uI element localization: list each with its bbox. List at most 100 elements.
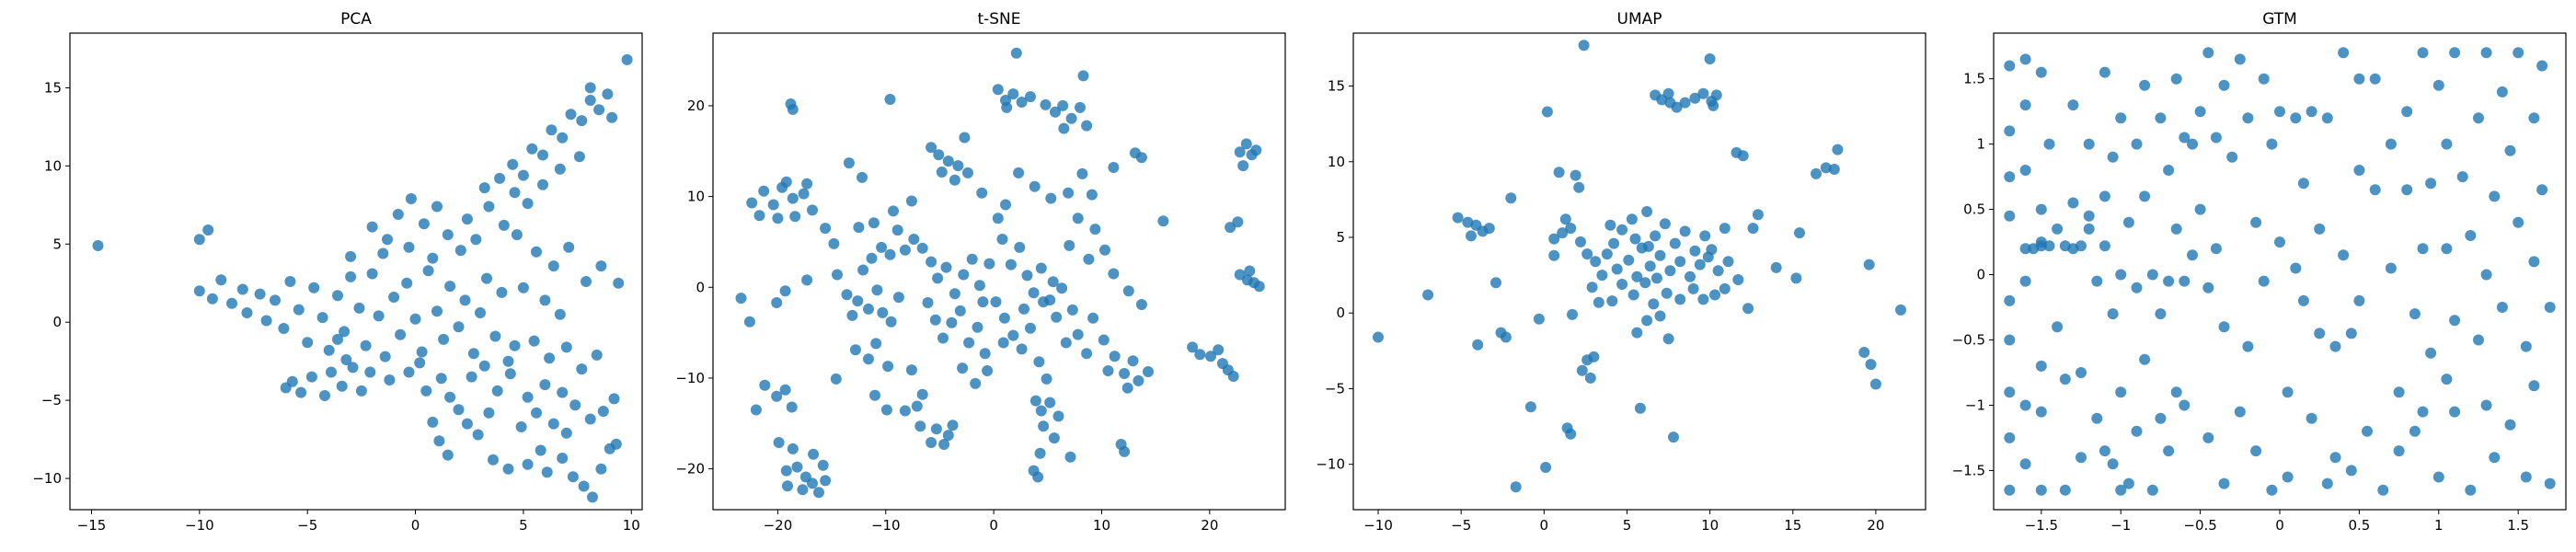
scatter-point — [388, 292, 400, 303]
scatter-point — [1648, 298, 1660, 310]
scatter-point — [384, 374, 396, 385]
scatter-point — [2266, 484, 2278, 496]
y-tick-label: −5 — [1325, 380, 1345, 397]
scatter-point — [1099, 244, 1110, 256]
scatter-point — [2489, 452, 2501, 464]
scatter-point — [2099, 66, 2110, 78]
scatter-point — [355, 385, 367, 397]
scatter-point — [1606, 295, 1618, 307]
scatter-point — [509, 339, 521, 351]
scatter-point — [2345, 465, 2357, 477]
scatter-point — [332, 290, 343, 302]
scatter-point — [884, 94, 896, 105]
scatter-point — [1066, 304, 1078, 316]
y-tick-label: 15 — [1328, 78, 1345, 95]
scatter-point — [305, 371, 317, 383]
scatter-point — [2329, 340, 2341, 352]
scatter-point — [1250, 144, 1262, 156]
scatter-point — [846, 309, 858, 321]
scatter-point — [1820, 162, 1832, 174]
y-tick-label: 5 — [1336, 229, 1345, 246]
scatter-point — [621, 53, 633, 65]
scatter-point — [2513, 216, 2524, 228]
scatter-point — [226, 297, 237, 309]
scatter-point — [992, 213, 1004, 224]
scatter-point — [280, 382, 292, 394]
scatter-point — [2083, 210, 2095, 222]
scatter-point — [2329, 452, 2341, 464]
x-tick-label: 0.5 — [2348, 517, 2370, 534]
scatter-point — [2099, 240, 2110, 252]
scatter-point — [2139, 79, 2151, 91]
scatter-point — [791, 461, 803, 473]
scatter-point — [801, 178, 813, 190]
scatter-point — [1089, 224, 1101, 236]
scatter-point — [958, 269, 970, 281]
scatter-point — [1573, 181, 1585, 193]
scatter-point — [787, 443, 799, 454]
scatter-point — [996, 234, 1008, 245]
scatter-point — [2210, 243, 2222, 255]
scatter-point — [758, 185, 770, 197]
scatter-point — [1712, 265, 1724, 277]
scatter-point — [1722, 256, 1734, 268]
scatter-point — [2131, 425, 2143, 437]
scatter-point — [2449, 406, 2461, 418]
scatter-point — [427, 416, 439, 428]
scatter-point — [1661, 287, 1673, 299]
scatter-point — [2146, 269, 2158, 281]
scatter-point — [323, 344, 335, 356]
scatter-point — [2004, 386, 2016, 398]
scatter-point — [1143, 366, 1154, 377]
scatter-point — [1719, 282, 1731, 294]
scatter-point — [2544, 477, 2556, 489]
scatter-point — [1065, 112, 1077, 124]
scatter-point — [498, 219, 510, 231]
scatter-point — [789, 211, 801, 223]
y-tick-label: −5 — [41, 392, 62, 408]
scatter-point — [427, 252, 439, 264]
scatter-point — [983, 258, 995, 270]
scatter-point — [1770, 261, 1782, 273]
scatter-point — [453, 321, 465, 333]
scatter-point — [1641, 206, 1653, 217]
scatter-point — [504, 368, 516, 380]
scatter-point — [2409, 425, 2421, 437]
scatter-point — [929, 314, 941, 326]
scatter-point — [379, 351, 391, 362]
scatter-point — [1086, 189, 1098, 201]
scatter-point — [1072, 213, 1084, 224]
scatter-point — [1051, 311, 1063, 323]
scatter-point — [1373, 331, 1384, 343]
scatter-point — [888, 205, 899, 217]
y-tick-label: −0.5 — [1952, 332, 1985, 349]
scatter-point — [1540, 462, 1552, 473]
scatter-point — [509, 187, 521, 199]
scatter-point — [2520, 471, 2532, 483]
scatter-point — [866, 252, 878, 264]
scatter-point — [1121, 382, 1133, 394]
scatter-point — [595, 260, 607, 272]
scatter-point — [2043, 138, 2055, 150]
scatter-point — [2385, 262, 2397, 274]
scatter-point — [547, 418, 559, 430]
scatter-point — [1674, 293, 1686, 305]
scatter-point — [2480, 47, 2492, 59]
scatter-point — [2083, 223, 2095, 235]
x-tick-label: 0 — [1540, 517, 1549, 534]
y-tick-label: 5 — [52, 236, 62, 252]
scatter-point — [593, 104, 605, 116]
scatter-point — [345, 270, 357, 282]
scatter-point — [326, 366, 337, 378]
scatter-point — [1087, 312, 1099, 324]
scatter-point — [1548, 249, 1560, 261]
scatter-point — [613, 277, 625, 289]
scatter-point — [2250, 445, 2262, 457]
scatter-point — [2393, 445, 2405, 457]
scatter-point — [1077, 70, 1089, 82]
x-tick-label: 0 — [2275, 517, 2284, 534]
scatter-point — [2163, 445, 2175, 457]
scatter-point — [1588, 351, 1600, 362]
scatter-point — [959, 132, 971, 144]
scatter-point — [2170, 223, 2182, 235]
